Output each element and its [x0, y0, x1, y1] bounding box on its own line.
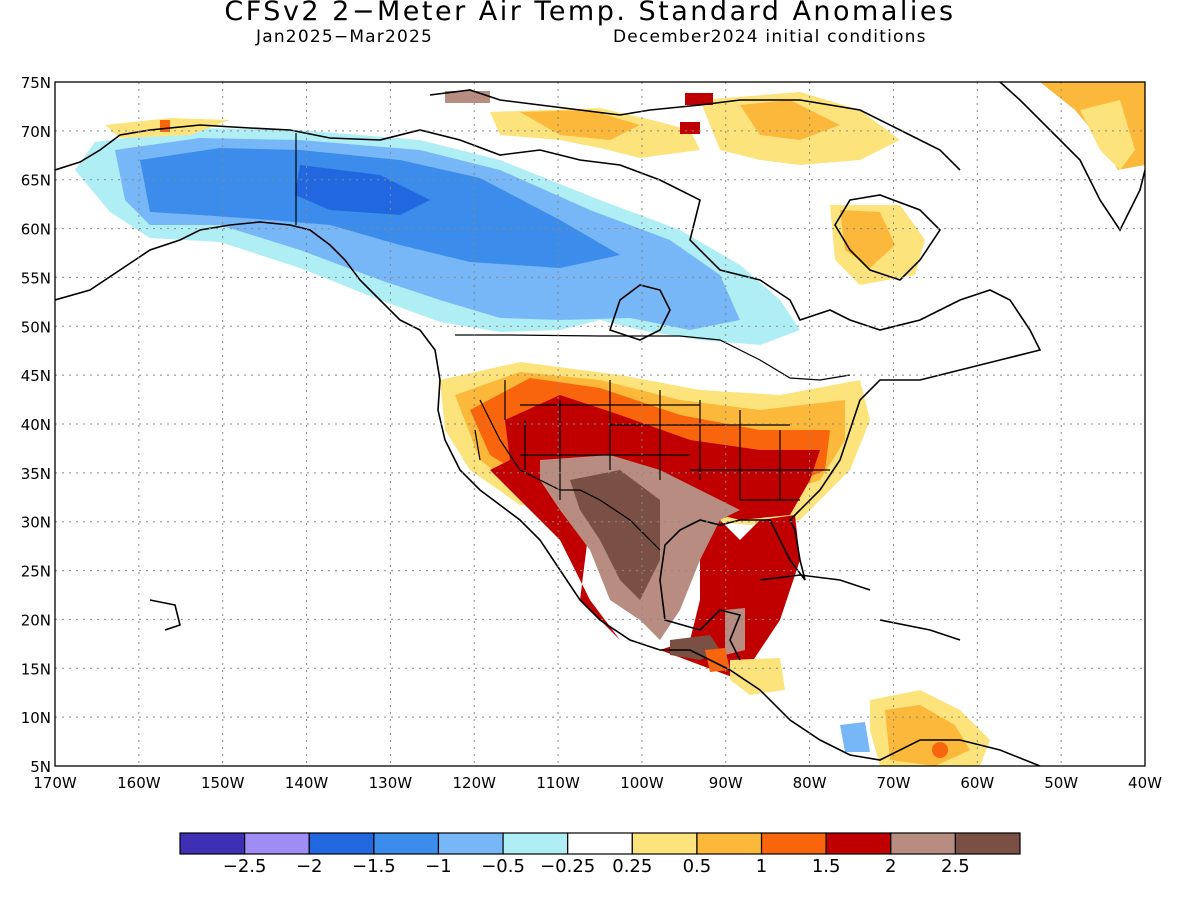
- lon-tick-label: 110W: [536, 774, 580, 792]
- lat-tick-label: 25N: [21, 563, 51, 581]
- lat-tick-label: 15N: [21, 660, 51, 678]
- lat-tick-label: 35N: [21, 465, 51, 483]
- coastlines: [55, 82, 1145, 766]
- lat-tick-label: 30N: [21, 514, 51, 532]
- colorbar-swatch: [179, 832, 246, 855]
- anomaly-fills: [75, 82, 1145, 766]
- colorbar-swatch: [502, 832, 569, 855]
- lon-tick-label: 70W: [877, 774, 911, 792]
- colorbar-label: −1: [425, 856, 452, 877]
- lat-tick-label: 50N: [21, 318, 51, 336]
- colorbar-swatch: [631, 832, 698, 855]
- initial-conditions-label: December2024 initial conditions: [613, 27, 927, 47]
- lat-tick-label: 45N: [21, 367, 51, 385]
- latitude-labels: 75N 70N 65N 60N 55N 50N 45N 40N 35N 30N 25N 20N 15N 1…: [21, 74, 51, 776]
- lat-tick-label: 10N: [21, 709, 51, 727]
- lon-tick-label: 60W: [960, 774, 994, 792]
- colorbar-label: −0.5: [481, 856, 525, 877]
- lon-tick-label: 120W: [452, 774, 496, 792]
- lon-tick-label: 130W: [369, 774, 413, 792]
- colorbar-swatch: [437, 832, 504, 855]
- lat-tick-label: 60N: [21, 221, 51, 239]
- colorbar-swatch: [308, 832, 375, 855]
- colorbar-label: 0.5: [682, 856, 712, 877]
- lat-tick-label: 75N: [21, 74, 51, 92]
- lat-tick-label: 20N: [21, 611, 51, 629]
- colorbar-label: 2: [885, 856, 897, 877]
- lon-tick-label: 140W: [285, 774, 329, 792]
- lon-tick-label: 160W: [117, 774, 161, 792]
- lat-tick-label: 40N: [21, 416, 51, 434]
- forecast-period: Jan2025−Mar2025: [256, 27, 434, 47]
- colorbar-label: 1: [755, 856, 768, 877]
- colorbar-swatch: [244, 832, 310, 855]
- colorbar-swatch: [696, 832, 763, 855]
- colorbar: [179, 832, 1021, 855]
- lon-tick-label: 90W: [709, 774, 743, 792]
- colorbar-swatch: [825, 832, 892, 855]
- colorbar-swatch: [567, 832, 633, 855]
- colorbar-label: −2.5: [222, 856, 267, 877]
- lat-tick-label: 65N: [21, 172, 51, 190]
- colorbar-label: 1.5: [811, 856, 841, 877]
- lon-tick-label: 100W: [620, 774, 664, 792]
- colorbar-swatch: [760, 832, 827, 855]
- lon-tick-label: 40W: [1128, 774, 1162, 792]
- colorbar-swatch: [954, 832, 1021, 855]
- colorbar-swatch: [373, 832, 440, 855]
- lon-tick-label: 80W: [793, 774, 827, 792]
- lat-tick-label: 55N: [21, 269, 51, 287]
- map-frame: [54, 81, 1146, 767]
- lat-tick-label: 70N: [21, 123, 51, 141]
- colorbar-label: 0.25: [612, 856, 653, 877]
- colorbar-label: −2: [295, 856, 323, 877]
- political-borders: [295, 133, 851, 551]
- colorbar-swatch: [890, 832, 956, 855]
- longitude-labels: 170W 160W 150W 140W 130W 120W 110W 100W 90W 80W 70…: [33, 774, 1162, 792]
- map-title: CFSv2 2−Meter Air Temp. Standard Anomali…: [224, 0, 956, 27]
- lat-tick-label: 5N: [30, 758, 51, 776]
- lon-tick-label: 170W: [33, 774, 77, 792]
- lon-tick-label: 50W: [1044, 774, 1078, 792]
- colorbar-label: −0.25: [540, 856, 596, 877]
- colorbar-label: 2.5: [941, 856, 970, 877]
- lon-tick-label: 150W: [201, 774, 245, 792]
- colorbar-label: −1.5: [351, 856, 396, 877]
